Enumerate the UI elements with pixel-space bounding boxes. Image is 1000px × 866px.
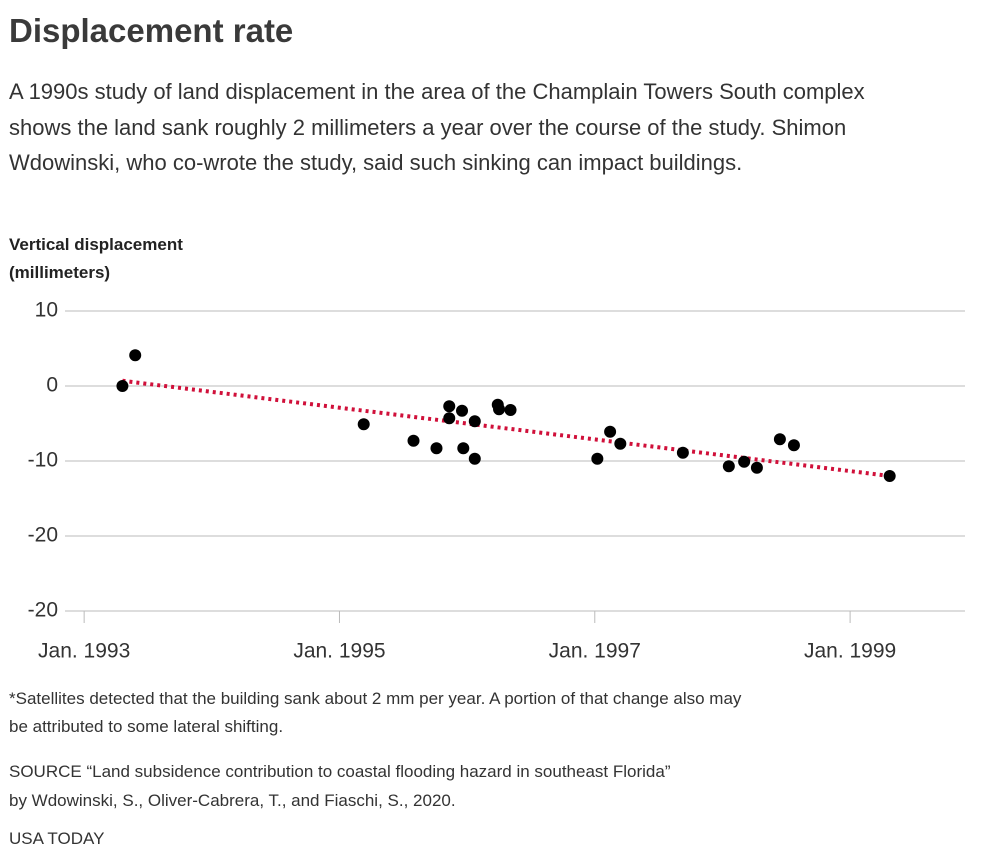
- y-tick-label: -10: [28, 449, 58, 472]
- footnote: *Satellites detected that the building s…: [9, 689, 742, 708]
- data-point: [722, 460, 735, 473]
- data-point: [773, 433, 786, 446]
- data-point: [468, 452, 481, 465]
- footnote: be attributed to some lateral shifting.: [9, 717, 284, 736]
- subtitle: A 1990s study of land displacement in th…: [9, 79, 865, 175]
- data-point: [357, 418, 370, 431]
- data-point: [457, 442, 470, 455]
- data-point: [504, 404, 517, 416]
- data-point: [604, 425, 617, 438]
- y-axis-label: Vertical displacement: [9, 235, 183, 254]
- chart-title: Displacement rate: [9, 12, 294, 49]
- data-point: [430, 442, 443, 455]
- data-point: [591, 452, 604, 465]
- y-tick-label: -20: [28, 599, 58, 622]
- data-point: [407, 434, 420, 447]
- data-point: [676, 446, 689, 459]
- source: by Wdowinski, S., Oliver-Cabrera, T., an…: [9, 791, 456, 810]
- x-tick-label: Jan. 1997: [549, 640, 641, 663]
- x-tick-label: Jan. 1993: [38, 640, 130, 663]
- data-point: [468, 415, 481, 428]
- data-point: [614, 437, 627, 450]
- data-point: [750, 461, 763, 474]
- y-axis-label: (millimeters): [9, 263, 111, 282]
- data-point: [456, 404, 469, 417]
- data-point: [129, 349, 142, 362]
- data-point: [493, 403, 506, 416]
- trend-line: [122, 378, 890, 478]
- data-point: [787, 439, 800, 452]
- data-point: [443, 412, 456, 425]
- credit: USA TODAY: [9, 829, 105, 848]
- x-tick-label: Jan. 1999: [804, 640, 896, 663]
- y-tick-label: 0: [46, 374, 58, 397]
- data-point: [883, 470, 896, 482]
- data-point: [116, 380, 129, 392]
- x-tick-label: Jan. 1995: [293, 640, 385, 663]
- data-point: [443, 400, 456, 413]
- data-point: [738, 455, 751, 468]
- y-tick-label: 10: [35, 299, 58, 322]
- y-tick-label: -20: [28, 524, 58, 547]
- source: SOURCE “Land subsidence contribution to …: [9, 762, 671, 781]
